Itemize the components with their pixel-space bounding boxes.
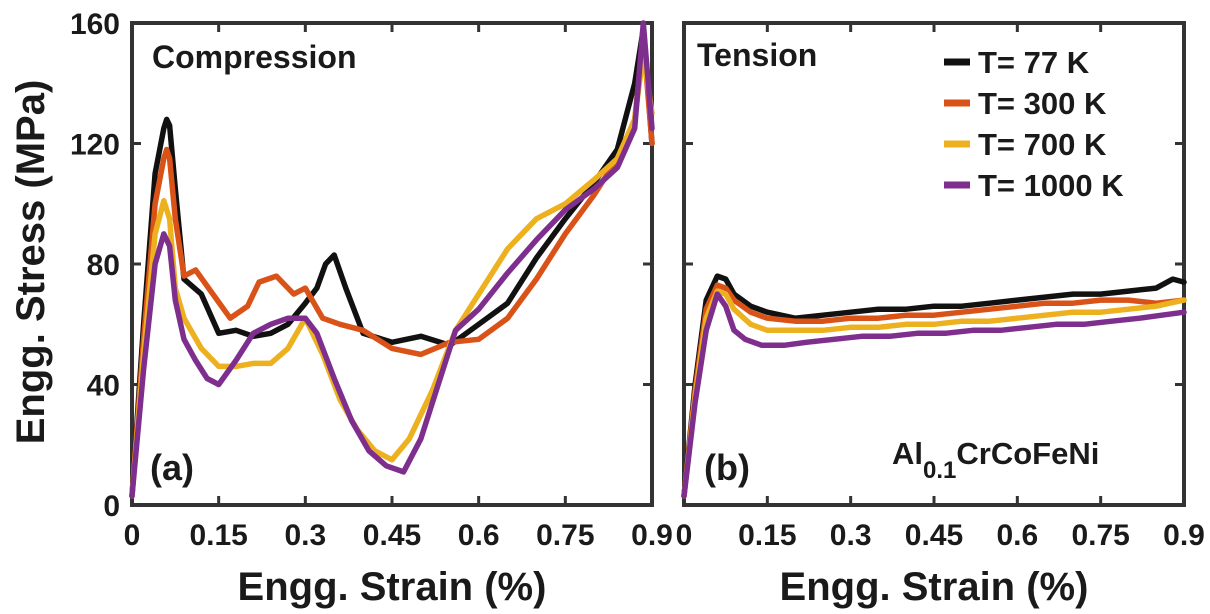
a-xtick-label: 0.45	[363, 519, 421, 552]
b-xtick-label: 0.15	[738, 519, 796, 552]
a-ytick-label: 120	[70, 129, 120, 162]
a-xtick-label: 0	[124, 519, 141, 552]
a-xtick-label: 0.3	[284, 519, 326, 552]
panel-tension: 0 0.15 0.3 0.45 0.6 0.75 0.9 Tension (b) Al0.1…	[676, 21, 1205, 609]
a-series-t-77-k	[129, 26, 655, 499]
a-ytick-label: 160	[70, 8, 120, 41]
b-xtick-label: 0.6	[996, 519, 1038, 552]
panel-a-ticks: 0 0.15 0.3 0.45 0.6 0.75 0.9 0 40 80 120 160	[70, 8, 673, 552]
a-ytick-label: 80	[87, 249, 120, 282]
panel-a-label: (a)	[150, 447, 194, 488]
b-xtick-label: 0.3	[830, 519, 872, 552]
a-xtick-label: 0.6	[458, 519, 500, 552]
b-xtick-label: 0.75	[1071, 519, 1129, 552]
b-series-t-77-k	[681, 273, 1187, 499]
panel-a-xlabel: Engg. Strain (%)	[238, 565, 547, 609]
composition-rest: CrCoFeNi	[956, 436, 1099, 471]
b-series-t-1000-k	[681, 291, 1187, 499]
composition-base: Al	[892, 436, 923, 471]
composition-subscript: 0.1	[923, 457, 956, 484]
legend-label: T= 700 K	[978, 127, 1107, 162]
a-series-t-300-k	[129, 35, 655, 499]
a-ytick-label: 40	[87, 370, 120, 403]
panel-a-series	[129, 20, 655, 499]
panel-a-frame	[130, 21, 654, 507]
b-series-t-300-k	[681, 282, 1187, 499]
panel-compression: 0 0.15 0.3 0.45 0.6 0.75 0.9 0 40 80 120 160 Compre…	[9, 8, 673, 609]
panel-b-title: Tension	[697, 37, 817, 73]
panel-b-frame	[682, 21, 1186, 507]
y-axis-label: Engg. Stress (MPa)	[9, 80, 53, 445]
legend-label: T= 77 K	[978, 45, 1090, 80]
b-series-t-700-k	[681, 288, 1187, 499]
panel-b-series	[681, 273, 1187, 499]
legend-label: T= 1000 K	[978, 168, 1124, 203]
a-ytick-label: 0	[103, 490, 120, 523]
legend-label: T= 300 K	[978, 86, 1107, 121]
a-series-t-1000-k	[129, 20, 655, 499]
legend: T= 77 K T= 300 K T= 700 K T= 1000 K	[944, 45, 1124, 203]
panel-a-title: Compression	[152, 39, 356, 75]
panel-b-ticks: 0 0.15 0.3 0.45 0.6 0.75 0.9	[676, 21, 1205, 552]
b-xtick-label: 0.45	[905, 519, 963, 552]
b-xtick-label: 0	[676, 519, 693, 552]
a-xtick-label: 0.9	[631, 519, 673, 552]
a-xtick-label: 0.15	[189, 519, 247, 552]
a-series-t-700-k	[129, 50, 655, 499]
panel-b-xlabel: Engg. Strain (%)	[780, 565, 1089, 609]
a-xtick-label: 0.75	[536, 519, 594, 552]
panel-b-label: (b)	[704, 447, 750, 488]
b-xtick-label: 0.9	[1163, 519, 1205, 552]
composition-label: Al0.1CrCoFeNi	[892, 436, 1099, 484]
